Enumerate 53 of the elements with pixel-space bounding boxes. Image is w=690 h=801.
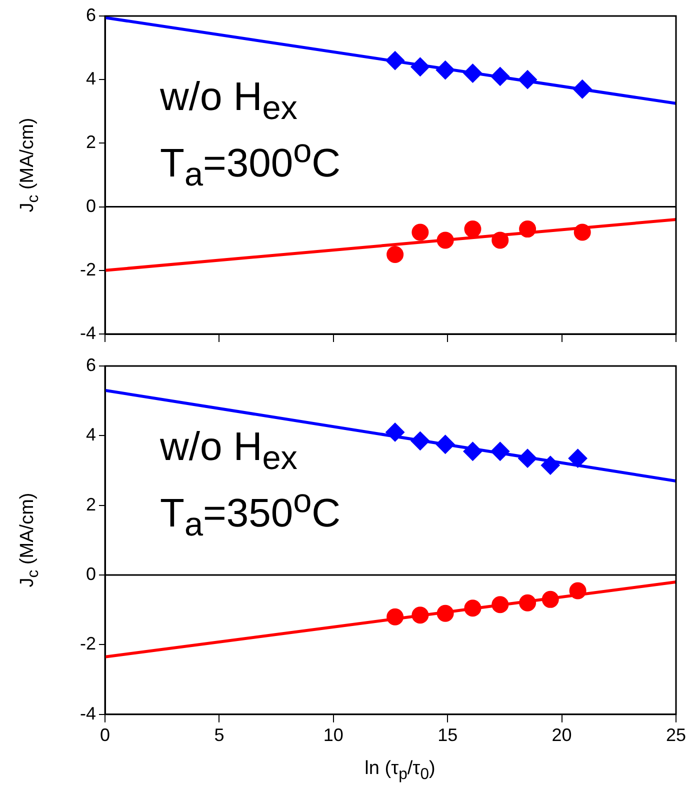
point — [436, 604, 454, 622]
x-axis-title: ln (τ$_{p}$/τ$_{0}$) — [364, 758, 436, 784]
annotation: T$_{a}$=300$^{o}$C — [160, 133, 341, 194]
point — [464, 600, 482, 617]
point — [386, 51, 405, 70]
point — [518, 448, 538, 468]
y-tick-label: -4 — [80, 322, 96, 343]
y-tick-label: -4 — [80, 703, 96, 724]
y-tick-label: -2 — [80, 634, 96, 654]
point — [436, 434, 455, 454]
y-tick-label: 4 — [86, 68, 96, 89]
point — [540, 456, 560, 475]
y-tick-label: 4 — [86, 424, 96, 445]
x-tick-label: 0 — [100, 725, 110, 746]
point — [519, 594, 536, 612]
point — [386, 246, 404, 263]
point — [463, 64, 482, 83]
y-tick-label: 2 — [86, 494, 96, 514]
x-tick-label: 25 — [666, 725, 686, 746]
point — [490, 442, 510, 461]
y-tick-label: -2 — [80, 259, 96, 280]
point — [518, 70, 538, 90]
point — [519, 220, 536, 238]
annotation: w/o H$_{ex}$ — [160, 75, 298, 128]
point — [572, 80, 592, 99]
annotation: T$_{a}$=350$^{o}$C — [160, 483, 341, 544]
point — [410, 57, 430, 76]
point — [410, 431, 430, 450]
point — [542, 590, 559, 608]
point — [490, 66, 510, 86]
point — [492, 232, 509, 249]
x-tick-label: 5 — [214, 725, 224, 746]
point — [463, 442, 482, 461]
point — [386, 422, 405, 442]
point — [569, 582, 586, 600]
y-tick-label: 0 — [86, 564, 96, 584]
x-tick-label: 10 — [323, 725, 344, 746]
y-tick-label: 6 — [86, 4, 96, 25]
point — [464, 220, 482, 238]
y-tick-label: 6 — [86, 354, 96, 375]
point — [412, 606, 429, 624]
x-tick-label: 20 — [552, 725, 572, 746]
point — [412, 224, 429, 241]
y-tick-label: 2 — [86, 132, 96, 152]
point — [436, 60, 455, 80]
point — [568, 448, 588, 468]
y-tick-label: 0 — [86, 196, 96, 216]
point — [386, 608, 404, 626]
x-tick-label: 15 — [438, 725, 458, 746]
point — [492, 596, 509, 614]
point — [436, 232, 454, 249]
point — [574, 224, 591, 241]
annotation: w/o H$_{ex}$ — [160, 425, 298, 478]
